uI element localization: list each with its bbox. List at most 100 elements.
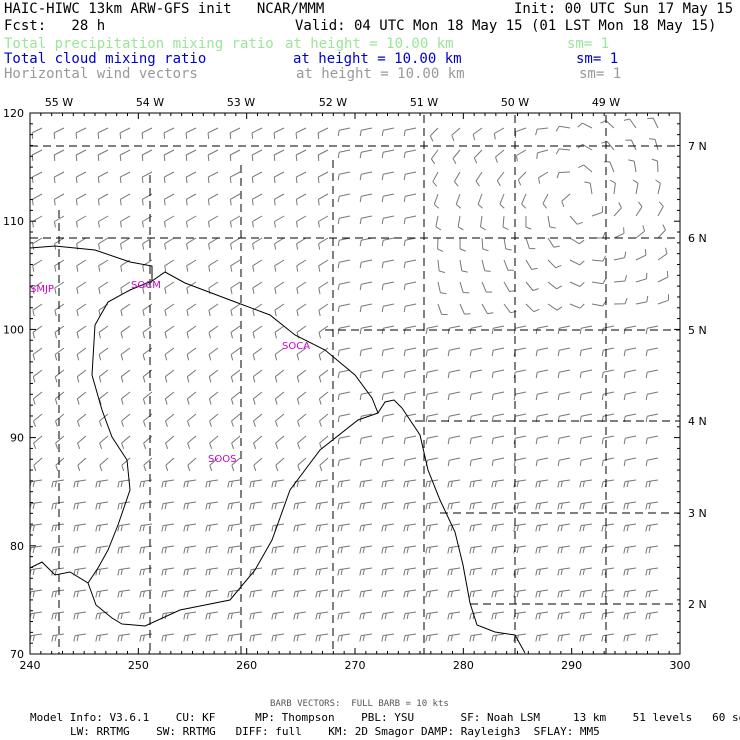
wind-barb [229, 171, 241, 184]
wind-barb [557, 479, 571, 488]
wind-barb [29, 567, 43, 576]
wind-barb [657, 247, 668, 261]
wind-barb [207, 193, 219, 206]
wind-barb [535, 325, 549, 335]
wind-barb [535, 369, 549, 379]
wind-barb [651, 158, 659, 173]
wind-barb [205, 545, 219, 554]
wind-barb [430, 149, 439, 165]
wind-barb [601, 611, 615, 620]
wind-barb [547, 303, 563, 311]
wind-barb [274, 303, 285, 317]
wind-barb [491, 347, 505, 357]
wind-barb [403, 259, 417, 269]
wind-barb [271, 479, 285, 488]
wind-barb [477, 193, 483, 209]
latitude-labels: 7 N 6 N 5 N 4 N 3 N 2 N [688, 140, 707, 611]
wind-barb [117, 589, 131, 598]
wind-barb [54, 281, 65, 294]
wind-barb [51, 611, 65, 620]
wind-barb [337, 347, 351, 357]
wind-barb [161, 545, 175, 554]
wind-barb [521, 193, 527, 209]
wind-barb [403, 149, 417, 159]
wind-barb [359, 171, 373, 181]
station-soos: SOOS [208, 454, 236, 465]
wind-barb [230, 215, 241, 228]
wind-barb [433, 193, 440, 209]
wind-barb [359, 611, 373, 620]
wind-barb [635, 225, 646, 239]
wind-barb [274, 369, 285, 383]
wind-barb [165, 413, 175, 427]
wind-barb [403, 237, 417, 247]
wind-barb [161, 633, 175, 642]
wind-barb [230, 369, 241, 383]
wind-barb [557, 325, 571, 335]
wind-barb [31, 171, 43, 184]
wind-barb [645, 523, 659, 532]
wind-barb [525, 281, 539, 291]
wind-barb [381, 325, 395, 335]
wind-barb [32, 237, 43, 250]
y-tick-label: 110 [3, 215, 24, 228]
wind-barb [98, 391, 109, 405]
wind-barb [95, 567, 109, 576]
wind-barb [645, 325, 659, 335]
wind-barb [249, 479, 263, 488]
wind-barb [579, 611, 593, 620]
wind-barb [601, 567, 615, 576]
wind-barb [76, 215, 87, 228]
wind-barb [601, 479, 615, 488]
wind-barb [337, 259, 351, 269]
wind-barb [453, 171, 461, 187]
wind-barb [513, 347, 527, 357]
wind-barb [403, 391, 417, 401]
wind-barb [557, 347, 571, 357]
wind-barb [491, 523, 505, 532]
wind-barb [142, 325, 153, 339]
wind-barb [469, 435, 483, 445]
longitude-label: 51 W [410, 96, 438, 109]
wind-barb [503, 281, 516, 292]
wind-barb [469, 391, 483, 401]
wind-barb [491, 545, 505, 554]
wind-barb [274, 259, 285, 272]
wind-barb [55, 457, 65, 472]
wind-barb [77, 435, 87, 449]
wind-barb [645, 347, 659, 357]
wind-barb [513, 479, 527, 488]
wind-barb [249, 523, 263, 532]
wind-barb [32, 391, 43, 405]
wind-barb [185, 193, 197, 206]
wind-barb [381, 501, 395, 510]
wind-barb [163, 193, 175, 206]
wind-barb [274, 391, 285, 405]
wind-barb [403, 369, 417, 379]
longitude-label: 50 W [501, 96, 529, 109]
wind-barb [469, 479, 483, 488]
wind-barb [208, 391, 219, 405]
wind-barb [54, 347, 65, 361]
wind-barb [318, 347, 329, 361]
wind-barb [601, 435, 615, 445]
wind-barb [447, 435, 461, 445]
wind-barb [29, 545, 43, 554]
wind-barb [425, 435, 439, 445]
wind-barb [227, 589, 241, 598]
wind-barb [31, 193, 43, 206]
valid-time: Valid: 04 UTC Mon 18 May 15 (01 LST Mon … [295, 18, 717, 34]
wind-barb [403, 545, 417, 554]
wind-barb [117, 545, 131, 554]
wind-barb [579, 369, 593, 379]
wind-barb [491, 633, 505, 642]
wind-barb [120, 215, 131, 228]
model-info-line1: Model Info: V3.6.1 CU: KF MP: Thompson P… [30, 711, 740, 724]
wind-barb [29, 523, 43, 532]
wind-barb [274, 347, 285, 361]
wind-barb [437, 259, 446, 274]
wind-barb [253, 413, 263, 427]
wind-barb [139, 523, 153, 532]
wind-barb [649, 138, 659, 151]
wind-barb [535, 457, 549, 467]
